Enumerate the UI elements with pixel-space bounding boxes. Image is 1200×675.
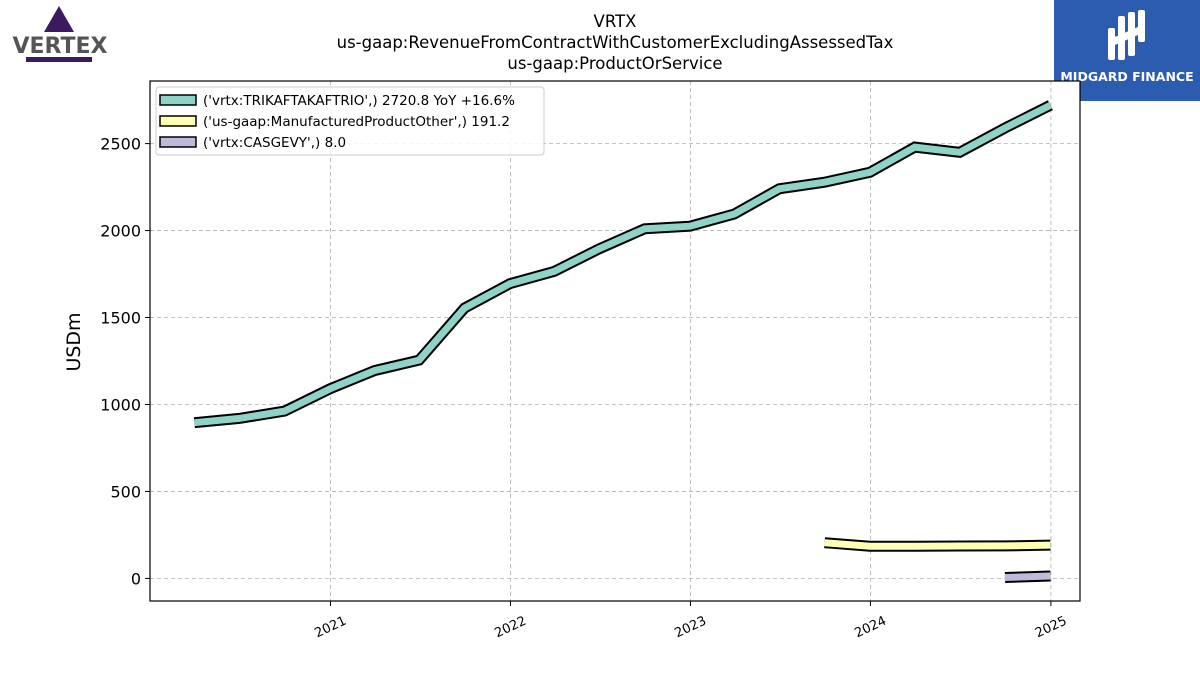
midgard-logo-wordmark: MIDGARD FINANCE (1060, 69, 1194, 84)
y-axis-ticks: 0 500 1000 1500 2000 2500 (100, 135, 150, 588)
chart-title-line: us-gaap:ProductOrService (507, 54, 722, 73)
chart-title-line: us-gaap:RevenueFromContractWithCustomerE… (337, 33, 894, 52)
legend-label: ('vrtx:CASGEVY',) 8.0 (203, 135, 346, 151)
y-tick-label: 2000 (100, 222, 141, 241)
series-line (1004, 570, 1051, 583)
series-lines (193, 100, 1053, 583)
legend-swatch (159, 136, 197, 148)
legend-swatch (159, 115, 197, 127)
y-axis-label: USDm (63, 312, 85, 371)
series-line (193, 100, 1053, 429)
vertex-logo-underline (26, 57, 92, 62)
x-tick-label: 2024 (852, 614, 888, 642)
legend-label: ('us-gaap:ManufacturedProductOther',) 19… (203, 114, 510, 130)
series-line (824, 537, 1051, 552)
legend-swatch (159, 94, 197, 106)
legend-box (155, 86, 545, 156)
vertex-logo-triangle (44, 6, 74, 32)
x-tick-label: 2022 (493, 614, 529, 642)
y-tick-label: 0 (131, 569, 141, 588)
x-tick-label: 2021 (313, 614, 349, 642)
x-tick-label: 2023 (672, 614, 708, 642)
series-line-fill (824, 539, 1051, 550)
series-line-fill (194, 102, 1052, 427)
vertex-logo-wordmark: VERTEX (12, 34, 107, 59)
y-tick-label: 500 (110, 482, 141, 501)
plot-frame (149, 80, 1081, 602)
x-tick-label: 2025 (1033, 614, 1069, 642)
chart-title: VRTX us-gaap:RevenueFromContractWithCusto… (337, 12, 894, 73)
x-axis-ticks: 2021 2022 2023 2024 2025 (313, 601, 1069, 642)
y-tick-label: 2500 (100, 135, 141, 154)
series-line-fill (1004, 572, 1051, 581)
legend-label: ('vrtx:TRIKAFTAKAFTRIO',) 2720.8 YoY +16… (203, 93, 515, 109)
midgard-logo-mark (1108, 10, 1145, 60)
chart-title-line: VRTX (594, 12, 637, 31)
plot-area (150, 81, 1080, 601)
y-tick-label: 1000 (100, 395, 141, 414)
legend: ('vrtx:TRIKAFTAKAFTRIO',) 2720.8 YoY +16… (155, 86, 545, 156)
y-tick-label: 1500 (100, 309, 141, 328)
vertex-logo: VERTEX (4, 4, 116, 66)
